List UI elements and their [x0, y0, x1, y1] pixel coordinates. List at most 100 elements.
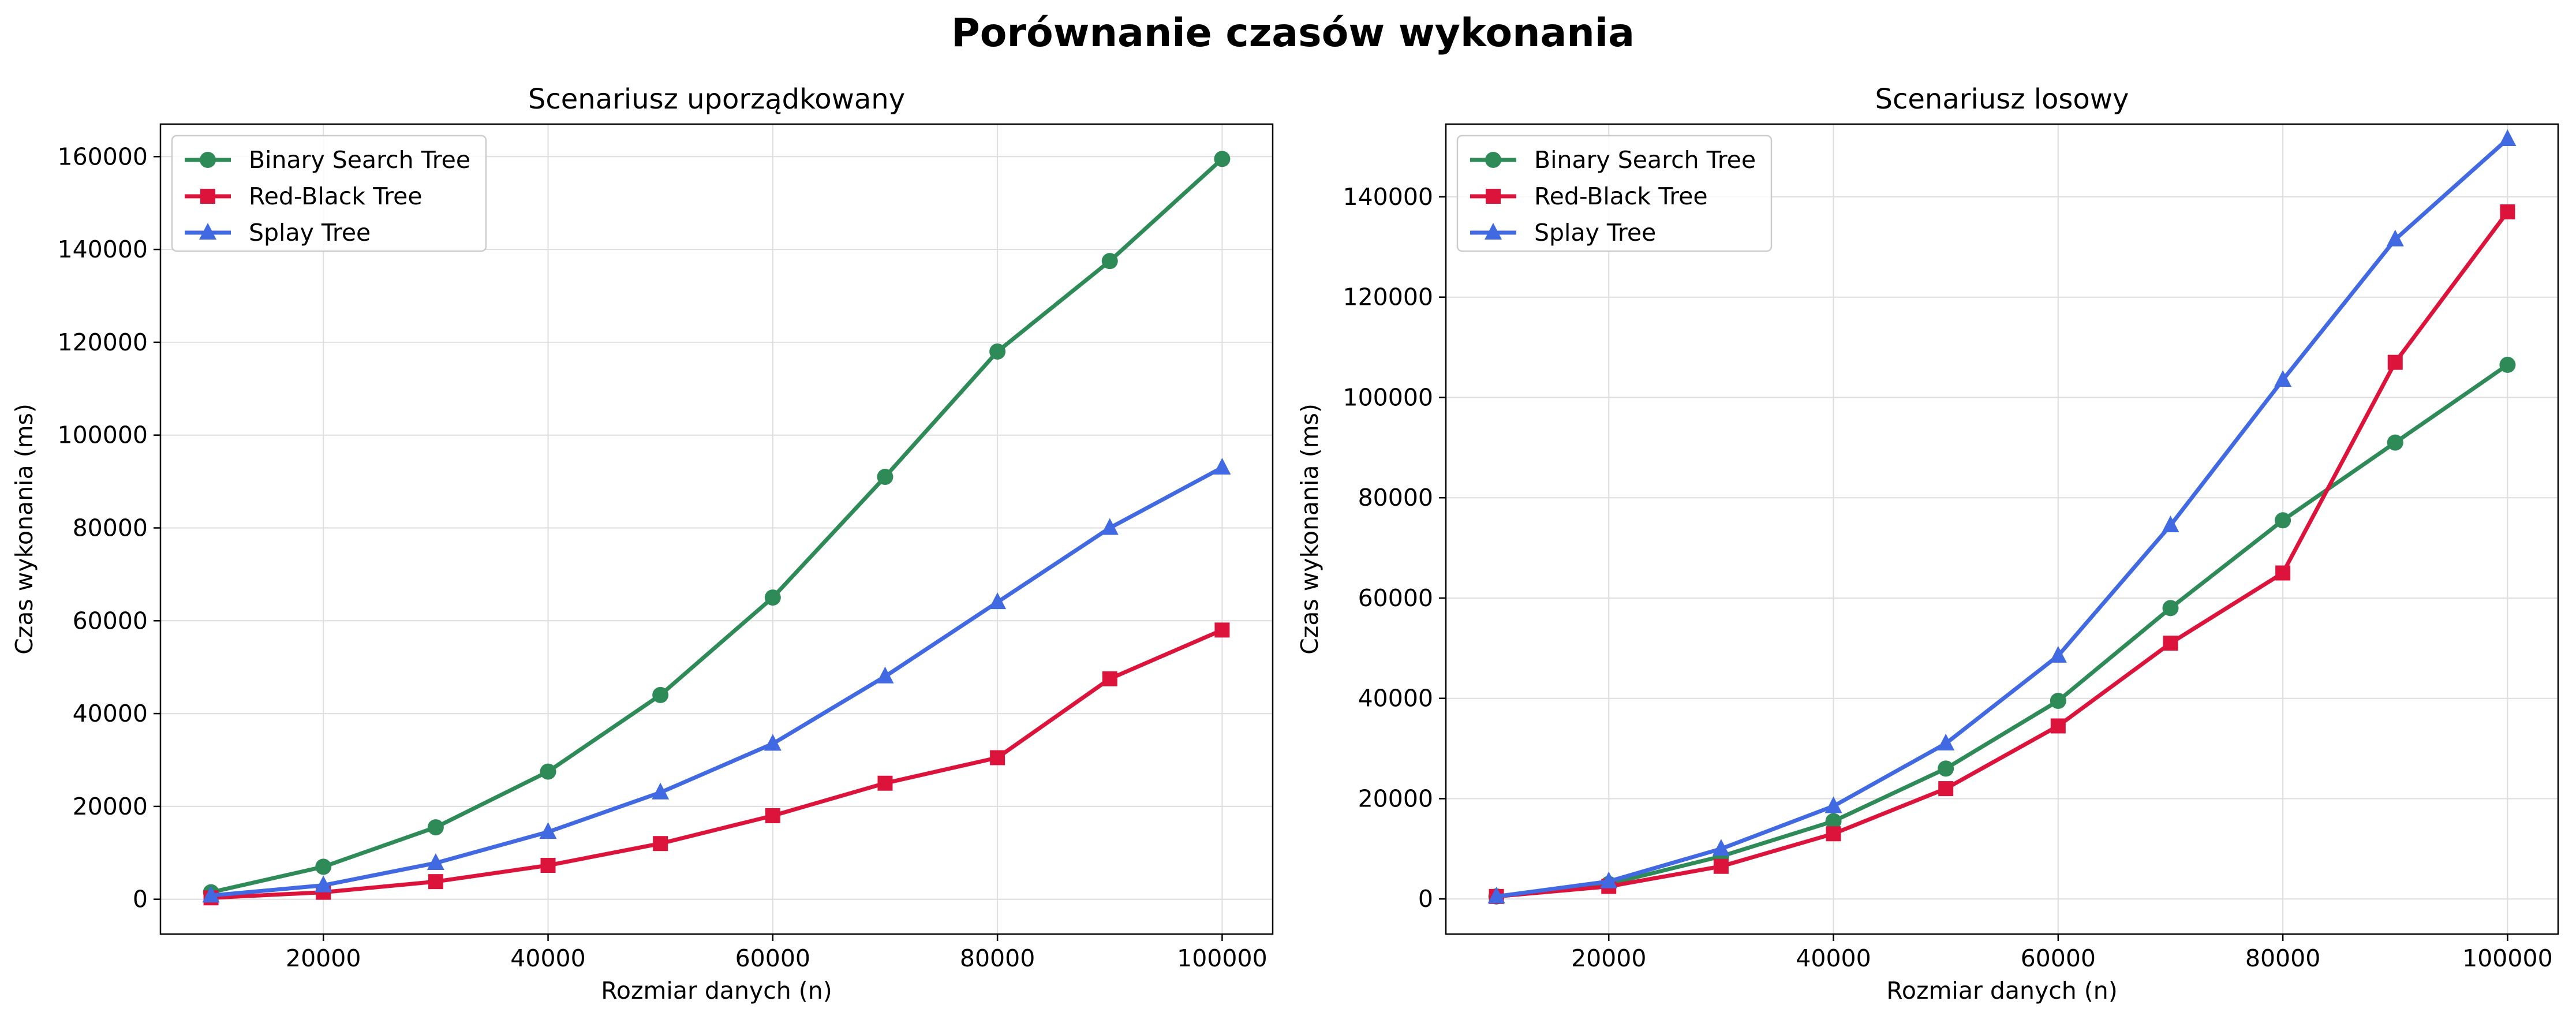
- data-point: [1214, 151, 1231, 167]
- data-point: [540, 858, 556, 873]
- legend-label: Binary Search Tree: [1534, 146, 1756, 174]
- series-line: [1494, 363, 2510, 899]
- legend-marker: [199, 223, 216, 240]
- series-splay-tree: [202, 457, 1231, 903]
- y-tick-label: 40000: [1358, 685, 1433, 712]
- data-point: [990, 750, 1005, 765]
- y-tick-label: 80000: [73, 514, 148, 541]
- data-point: [1213, 457, 1231, 475]
- axes-frame: [159, 123, 1274, 935]
- legend-label: Splay Tree: [249, 219, 371, 247]
- data-point: [764, 734, 782, 751]
- series-line: [209, 156, 1224, 895]
- data-point: [315, 858, 332, 875]
- data-point: [2050, 718, 2066, 734]
- data-point: [2274, 370, 2292, 387]
- data-point: [2050, 693, 2066, 709]
- data-point: [1713, 858, 1729, 874]
- legend-item: Binary Search Tree: [185, 146, 470, 174]
- data-point: [2275, 512, 2291, 529]
- x-axis-label: Rozmiar danych (n): [1886, 977, 2118, 1004]
- y-tick-label: 100000: [57, 421, 148, 449]
- y-tick-label: 0: [1418, 885, 1433, 913]
- data-point: [428, 874, 443, 890]
- x-tick-label: 20000: [286, 944, 361, 972]
- legend-label: Splay Tree: [1534, 219, 1656, 247]
- x-tick-label: 100000: [2462, 944, 2553, 972]
- x-tick-label: 20000: [1571, 944, 1646, 972]
- legend: Binary Search Tree Red-Black Tree Splay Tr…: [1456, 135, 1773, 252]
- legend-box: [171, 135, 487, 252]
- legend-box: [1456, 135, 1773, 252]
- y-tick-label: 120000: [57, 328, 148, 356]
- data-point: [539, 822, 557, 839]
- y-axis-label: Czas wykonania (ms): [10, 404, 38, 655]
- x-tick-label: 60000: [735, 944, 810, 972]
- data-point: [1487, 886, 1505, 903]
- legend-item: Red-Black Tree: [1470, 182, 1708, 210]
- data-point: [2499, 356, 2516, 373]
- series-line: [209, 628, 1224, 900]
- series-line: [1494, 210, 2510, 899]
- data-point: [1938, 760, 1954, 777]
- data-point: [2163, 636, 2178, 651]
- legend-marker: [1485, 223, 1502, 240]
- y-tick-label: 20000: [73, 793, 148, 820]
- y-tick-label: 160000: [57, 143, 148, 170]
- chart-title: Scenariusz uporządkowany: [528, 83, 905, 115]
- series-line: [1494, 137, 2510, 899]
- legend-marker: [200, 152, 216, 168]
- x-axis-label: Rozmiar danych (n): [601, 977, 832, 1004]
- legend-marker: [200, 189, 215, 204]
- data-point: [2500, 204, 2515, 220]
- data-point: [1101, 518, 1119, 535]
- y-tick-label: 120000: [1343, 283, 1433, 311]
- data-point: [989, 592, 1007, 610]
- data-point: [989, 343, 1006, 360]
- legend-label: Red-Black Tree: [249, 182, 423, 210]
- data-point: [764, 589, 781, 606]
- series-red-black-tree: [1489, 204, 2515, 904]
- y-tick-label: 0: [133, 886, 148, 913]
- data-point: [2386, 229, 2404, 247]
- figure-title: Porównanie czasów wykonania: [951, 10, 1635, 56]
- data-point: [2387, 354, 2403, 370]
- data-point: [427, 819, 444, 836]
- data-point: [765, 808, 780, 823]
- data-point: [1101, 253, 1118, 270]
- data-point: [653, 836, 668, 852]
- data-point: [1600, 871, 1618, 888]
- x-tick-label: 80000: [960, 944, 1035, 972]
- data-point: [877, 469, 893, 486]
- data-point: [1102, 671, 1117, 686]
- y-tick-label: 60000: [1358, 584, 1433, 612]
- y-axis-label: Czas wykonania (ms): [1296, 404, 1323, 655]
- y-tick-label: 100000: [1343, 383, 1433, 411]
- chart-panel-random: 20000 40000 60000 80000 100000 0 20000 40000 600…: [1296, 83, 2559, 1004]
- y-tick-label: 20000: [1358, 785, 1433, 812]
- data-point: [652, 686, 669, 703]
- series-binary-search-tree: [203, 151, 1231, 901]
- legend-marker: [1486, 189, 1501, 204]
- grid: [160, 124, 1273, 934]
- y-tick-label: 140000: [57, 236, 148, 263]
- legend-item: Red-Black Tree: [185, 182, 423, 210]
- data-point: [2162, 600, 2179, 617]
- x-tick-label: 80000: [2245, 944, 2320, 972]
- x-tick-label: 60000: [2021, 944, 2096, 972]
- data-point: [2275, 565, 2291, 581]
- chart-title: Scenariusz losowy: [1875, 83, 2129, 115]
- data-point: [876, 666, 894, 684]
- data-point: [652, 782, 670, 800]
- legend-label: Binary Search Tree: [249, 146, 470, 174]
- data-point: [1938, 781, 1954, 797]
- data-point: [1825, 813, 1842, 830]
- data-point: [1214, 622, 1230, 638]
- legend: Binary Search Tree Red-Black Tree Splay Tr…: [171, 135, 487, 252]
- axes-frame: [1445, 123, 2559, 935]
- x-tick-label: 40000: [510, 944, 585, 972]
- x-tick-label: 40000: [1796, 944, 1871, 972]
- y-tick-label: 80000: [1358, 484, 1433, 511]
- data-point: [315, 875, 332, 892]
- data-point: [877, 775, 893, 791]
